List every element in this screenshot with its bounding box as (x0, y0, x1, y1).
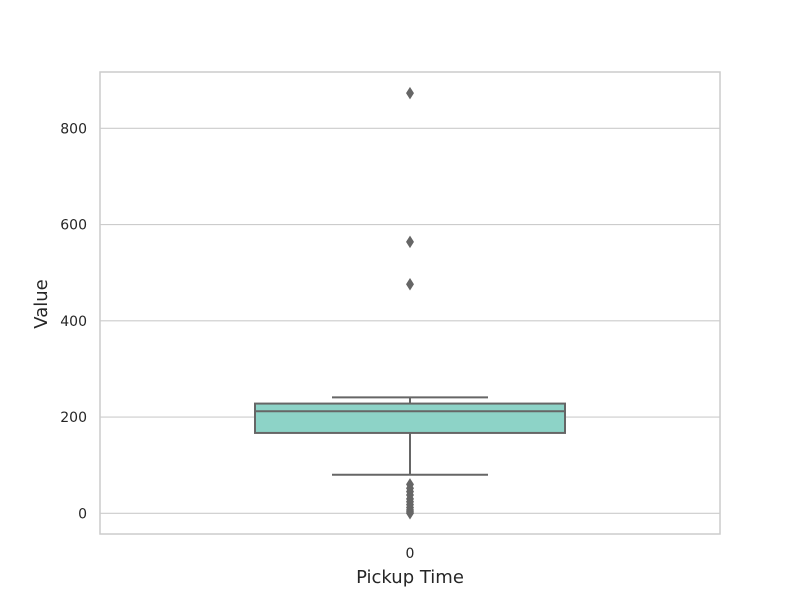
x-axis-label: Pickup Time (356, 567, 464, 588)
outlier-point (406, 86, 414, 100)
y-gridlines (100, 127, 720, 514)
y-tick-label: 600 (60, 218, 87, 234)
box-plot (254, 396, 566, 476)
x-tick-label: 0 (406, 546, 415, 562)
y-tick-label: 400 (60, 314, 87, 330)
outlier-point (406, 277, 414, 291)
outlier-point (406, 507, 414, 520)
y-tick-labels: 0 200 400 600 800 (60, 121, 87, 522)
plot-frame (99, 71, 721, 535)
y-axis-label: Value (31, 279, 52, 328)
y-tick-label: 200 (60, 410, 87, 426)
y-tick-label: 800 (60, 121, 87, 137)
x-tick-labels: 0 (406, 546, 415, 562)
y-tick-label: 0 (78, 506, 87, 522)
outlier-point (406, 235, 414, 249)
outlier-points (406, 86, 414, 520)
interquartile-box (254, 402, 566, 434)
